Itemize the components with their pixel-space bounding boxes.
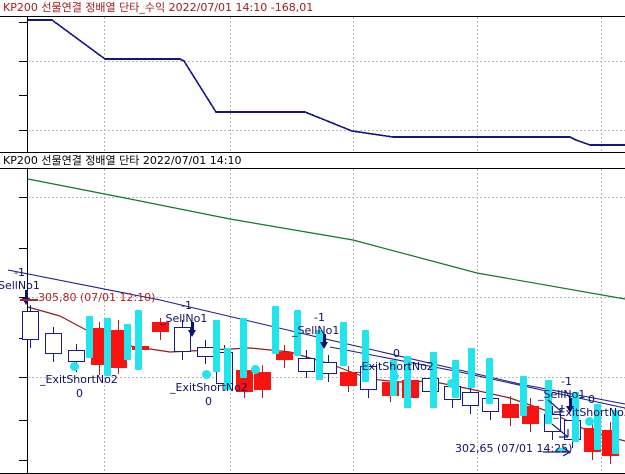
equity-panel-title: KP200 선물연결 정배열 단타_수익 2022/07/01 14:10 -1… (3, 1, 314, 14)
exitshortno2-1-label: _ExitShortNo2 (40, 373, 118, 386)
arrow-shaft (323, 334, 326, 343)
price-tick-5 (19, 420, 27, 421)
cyan-indicator-bar (294, 310, 301, 356)
equity-tick-2 (19, 95, 27, 96)
equity-tick-0 (19, 22, 27, 23)
cyan-indicator-bar (486, 358, 493, 404)
arrow-head (320, 342, 328, 349)
cyan-exit-dot (70, 362, 79, 371)
equity-tick-1 (19, 61, 27, 62)
cyan-indicator-bar (612, 410, 619, 454)
arrow-head (22, 298, 30, 305)
sellno1-4-label: _SellNo1 (538, 388, 586, 401)
entry-price-tick (20, 299, 38, 301)
cyan-indicator-bar (404, 356, 411, 408)
cyan-indicator-bar (135, 310, 142, 370)
sellno1-3-label: _SellNo1 (292, 324, 340, 337)
price-tick-1 (19, 248, 27, 249)
cyan-indicator-bar (520, 376, 527, 416)
exitshortno2-3-label: _ExitShortNo2 (356, 360, 434, 373)
cyan-exit-dot (585, 417, 594, 426)
sellno1-4-arrow-down-icon (566, 398, 575, 413)
cyan-indicator-bar (224, 348, 231, 390)
sellno1-3-arrow-down-icon (320, 334, 329, 349)
arrow-head (566, 406, 574, 413)
arrow-shaft (569, 398, 572, 407)
exitshortno2-2-label: _ExitShortNo2 (170, 381, 248, 394)
price-tick-0 (19, 197, 27, 198)
exitshortno2-3-qty: 0 (393, 347, 400, 360)
cyan-indicator-bar (240, 318, 247, 378)
cyan-indicator-bar (104, 318, 111, 376)
candle-body-down (461, 392, 479, 406)
cyan-indicator-bar (272, 306, 279, 354)
exitshortno2-4-qty: 0 (588, 393, 595, 406)
cyan-indicator-bar (340, 322, 347, 366)
sellno1-1-qty: -1 (14, 266, 25, 279)
exitshortno2-4-label: _ExitShortNo2 (553, 406, 625, 419)
cyan-indicator-bar (362, 330, 369, 382)
cyan-exit-dot (447, 379, 456, 388)
cyan-indicator-bar (213, 320, 220, 372)
price-panel-title-border (0, 168, 625, 169)
cyan-indicator-bar (468, 348, 475, 388)
cyan-indicator-bar (86, 316, 93, 358)
cyan-indicator-bar (572, 392, 579, 442)
cyan-indicator-bar (124, 324, 131, 360)
cyan-exit-dot (202, 370, 211, 379)
exitshortno2-2-qty: 0 (205, 395, 212, 408)
arrow-shaft (25, 290, 28, 299)
sellno1-4-qty: -1 (561, 375, 572, 388)
candle-body-up (253, 372, 271, 390)
entry-price-label: 305,80 (07/01 12:10) (38, 291, 156, 304)
arrow-shaft (191, 322, 194, 331)
sellno1-1-arrow-down-icon (22, 290, 31, 305)
candle-body-down (44, 333, 62, 354)
sellno1-2-arrow-down-icon (188, 322, 197, 337)
candle-body-down (21, 311, 39, 340)
sellno1-2-qty: -1 (181, 299, 192, 312)
candle-body-down (297, 358, 315, 372)
equity-y-axis (27, 16, 28, 152)
price-panel-top-border (0, 152, 625, 153)
candle-body-down (173, 327, 191, 352)
candle-body-up (339, 372, 357, 386)
exitshortno2-1-qty: 0 (76, 387, 83, 400)
cyan-indicator-bar (430, 352, 437, 408)
cyan-exit-dot (390, 372, 399, 381)
sellno1-3-qty: -1 (314, 311, 325, 324)
price-tick-6 (19, 460, 27, 461)
cyan-indicator-bar (316, 330, 323, 380)
last-price-label: 302,65 (07/01 14:25) (455, 442, 573, 455)
cyan-indicator-bar (452, 360, 459, 398)
equity-tick-3 (19, 130, 27, 131)
arrow-head (188, 330, 196, 337)
cyan-indicator-bar (594, 404, 601, 450)
sellno1-1-label: SellNo1 (0, 279, 40, 292)
candle-body-down (67, 350, 85, 362)
price-panel-title: KP200 선물연결 정배열 단타 2022/07/01 14:10 (3, 154, 242, 167)
equity-panel-top-border (0, 16, 625, 17)
candle-body-up (501, 404, 519, 418)
cyan-exit-dot (251, 365, 260, 374)
candle-body-up (151, 322, 169, 332)
candle-body-up (275, 352, 293, 360)
sellno1-2-label: _SellNo1 (160, 312, 208, 325)
